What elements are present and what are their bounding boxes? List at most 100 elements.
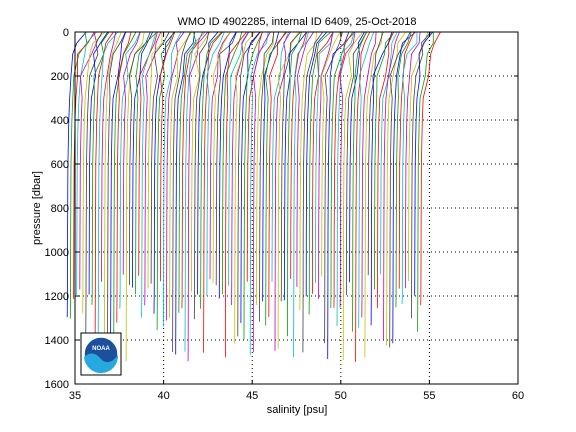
profile-line [184,31,206,352]
x-tick-label: 60 [512,390,524,402]
profile-line [156,31,174,331]
profile-line [318,31,333,300]
profile-line [249,31,269,356]
profile-line [274,31,291,351]
profile-line [392,31,416,344]
profile-line [315,31,334,284]
profile-line [88,31,109,295]
profile-line [218,31,237,299]
profile-line [110,31,127,340]
y-tick-label: 600 [51,159,69,171]
profile-line [383,31,400,341]
profile-line [404,31,421,289]
y-tick-label: 1600 [45,379,69,391]
y-tick-label: 400 [51,115,69,127]
profile-line [231,31,249,306]
profile-line [153,31,175,314]
y-axis: 0 200 400 600 800 1000 1200 1400 1600 [45,27,518,391]
profile-line [420,31,441,306]
profile-line [361,31,377,318]
profile-line [417,32,434,332]
profile-line [181,31,203,309]
profile-line [228,31,250,286]
profile-line [265,31,286,326]
profile-line [305,31,328,297]
profile-line [209,31,231,280]
profile-line [268,31,288,317]
profile-line [336,31,355,326]
profile-line [162,31,182,327]
profile-line [234,31,256,344]
profile-line [414,31,434,296]
logo-text: NOAA [92,346,110,352]
profile-line [203,31,224,353]
profile-line [280,31,301,302]
profile-line [293,31,309,358]
profile-line [197,31,219,295]
profile-line [101,31,117,282]
profile-line [408,31,429,281]
profile-line [339,31,356,308]
profile-line [380,31,398,275]
profile-line [82,31,106,314]
profile-line [94,31,114,352]
profile-line [358,31,375,328]
logo-wave-icon [84,353,119,374]
profile-line [271,31,289,282]
profile-line [308,31,332,315]
profile-line [97,31,119,341]
profile-line [119,31,141,309]
profile-line [373,31,395,290]
profile-line [116,31,132,323]
profile-line [200,31,223,309]
profile-line [299,31,317,311]
profile-line [190,31,211,292]
profile-line [262,31,280,302]
x-axis-label: salinity [psu] [267,404,328,416]
profile-line [283,31,308,301]
profile-line [159,31,176,282]
profile-line [221,31,243,295]
profile-line [187,31,209,362]
profile-line [321,31,341,277]
profile-line [193,31,210,320]
profile-line [169,31,192,318]
profile-line [324,31,343,344]
profile-line [411,31,432,319]
x-tick-label: 35 [69,390,81,402]
profile-line [330,31,354,309]
y-tick-label: 1200 [45,291,69,303]
profile-line [367,31,384,276]
y-tick-label: 800 [51,203,69,215]
profile-line [290,31,308,280]
profile-line [333,31,356,308]
profile-line [135,31,158,295]
profile-line [132,31,153,288]
profile-line [259,31,275,322]
profiles [66,31,441,362]
profile-line [243,31,263,340]
profile-line [311,31,334,294]
profile-line [352,31,367,332]
profile-line [398,31,415,289]
grid [75,32,518,384]
y-tick-label: 0 [63,27,69,39]
chart-title: WMO ID 4902285, internal ID 6409, 25-Oct… [177,16,416,28]
profile-line [141,31,157,318]
profile-line [395,31,412,308]
profile-line [104,31,122,359]
profile-line [296,31,314,287]
profile-line [206,31,225,297]
noaa-logo: NOAA [80,332,122,376]
profile-line [212,31,231,284]
x-tick-label: 45 [246,390,258,402]
x-tick-label: 50 [335,390,347,402]
profile-line [346,31,368,296]
profile-line [286,31,302,337]
profile-line [122,31,141,275]
x-tick-label: 40 [157,390,169,402]
profile-line [224,31,247,358]
profile-line [302,31,324,353]
profile-line [138,31,158,276]
